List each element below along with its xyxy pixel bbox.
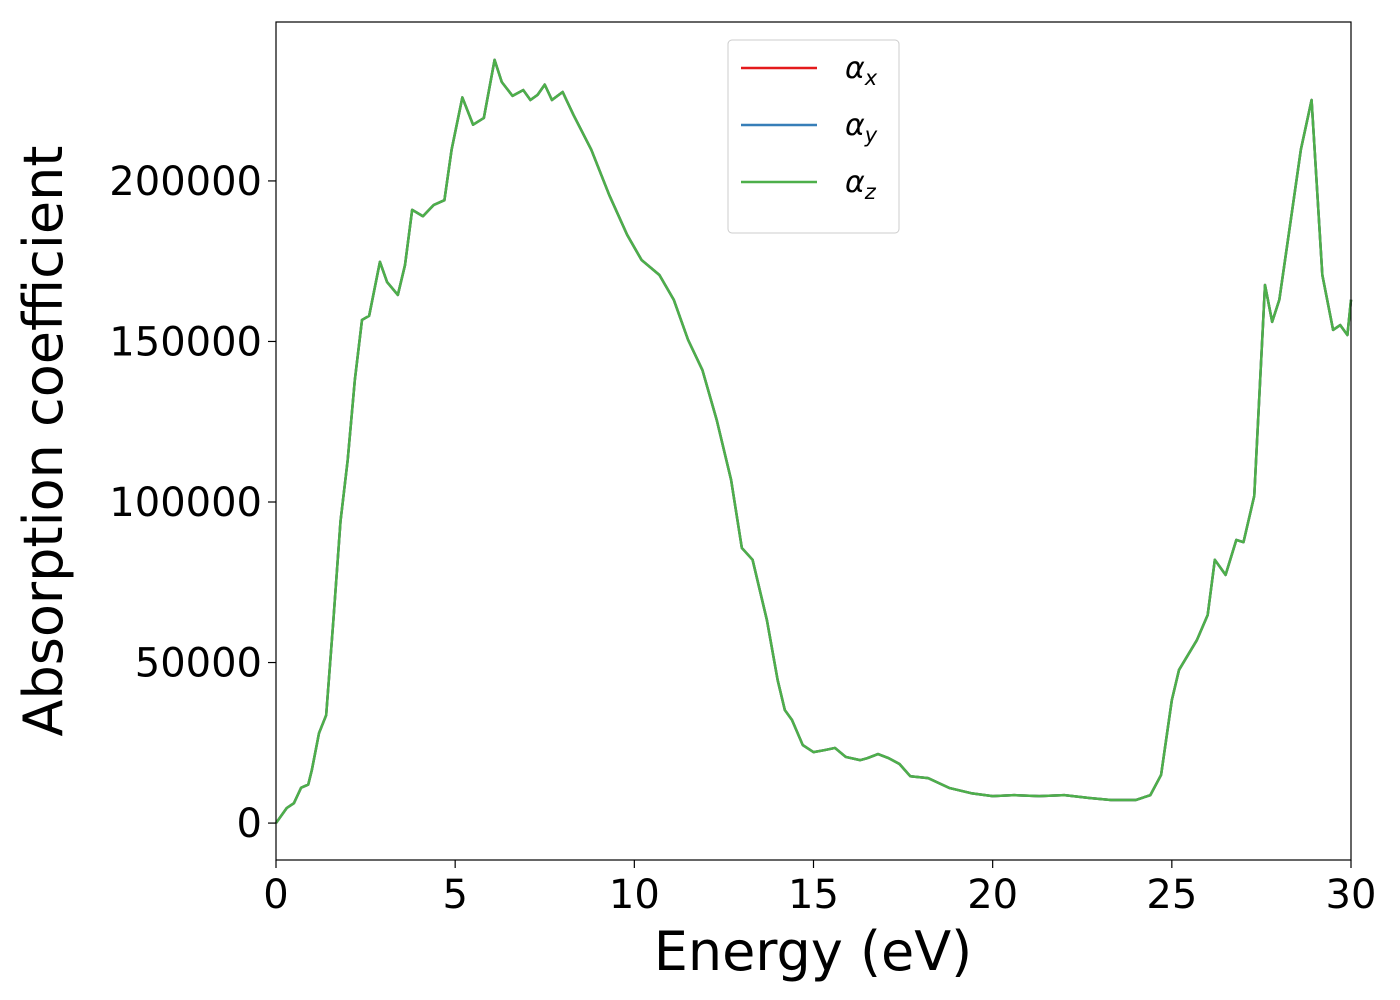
legend-label: αz <box>845 165 877 204</box>
x-tick-label: 5 <box>442 872 467 918</box>
x-tick-label: 0 <box>263 872 288 918</box>
y-tick-label: 200000 <box>109 159 262 205</box>
x-axis-label: Energy (eV) <box>654 920 973 983</box>
line-series <box>274 58 1353 824</box>
y-tick-label: 0 <box>237 801 262 847</box>
x-tick-label: 20 <box>967 872 1018 918</box>
y-tick-label: 100000 <box>109 480 262 526</box>
x-tick-label: 10 <box>609 872 660 918</box>
legend-label: αy <box>845 108 878 147</box>
x-tick-label: 30 <box>1326 872 1377 918</box>
plot-frame <box>275 21 1352 861</box>
x-tick-label: 15 <box>788 872 839 918</box>
y-tick-label: 50000 <box>135 641 262 687</box>
y-axis-label: Absorption coefficient <box>12 146 75 737</box>
legend-box <box>727 39 900 234</box>
y-tick-label: 150000 <box>109 319 262 365</box>
legend-label: αx <box>845 51 878 90</box>
x-tick-label: 25 <box>1146 872 1197 918</box>
